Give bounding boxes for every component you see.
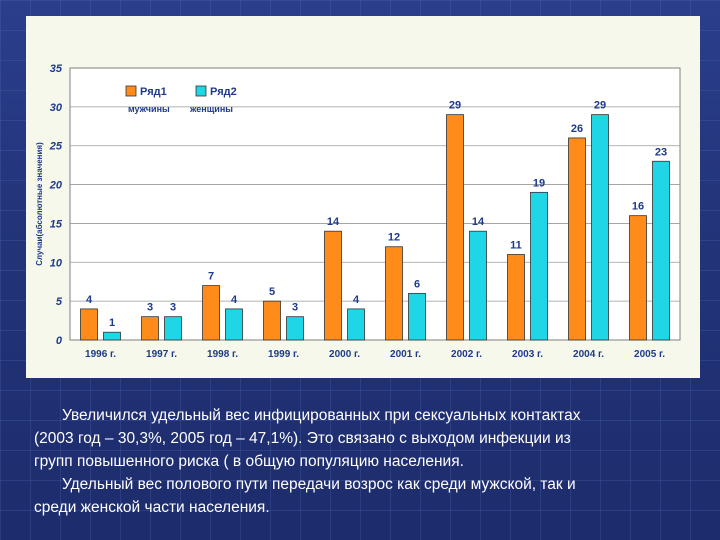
bar-series-2: [103, 331, 121, 341]
bar-series-1: [446, 114, 464, 341]
data-label: 12: [388, 232, 400, 244]
legend-swatch: [195, 85, 207, 97]
bar-series-1: [141, 316, 159, 341]
bar-series-2: [164, 316, 182, 341]
x-tick-label: 2003 г.: [512, 349, 543, 360]
bar-series-2: [652, 160, 670, 341]
y-tick-label: 5: [56, 296, 63, 308]
legend-swatch: [125, 85, 137, 97]
data-label: 26: [571, 123, 583, 135]
bar-series-1: [507, 254, 525, 341]
legend-sublabel: мужчины: [128, 104, 170, 114]
chart-panel: 0 5 10 15 20 25 30 35 Случаи(абсолютные значения…: [26, 16, 700, 378]
caption-line-5: среди женской части населения.: [34, 499, 270, 516]
data-label: 6: [414, 278, 420, 290]
data-label: 1: [109, 317, 115, 329]
bar-series-1: [385, 246, 403, 341]
data-label: 29: [594, 100, 606, 112]
data-label: 3: [170, 302, 176, 314]
data-label: 4: [353, 294, 360, 306]
y-tick-label: 30: [50, 102, 63, 114]
y-tick-label: 25: [49, 141, 63, 153]
data-label: 29: [449, 100, 461, 112]
y-tick-label: 0: [56, 335, 63, 347]
data-label: 7: [208, 271, 214, 283]
y-axis-label: Случаи(абсолютные значения): [35, 142, 44, 266]
bar-series-2: [591, 114, 609, 341]
legend-label: Ряд1: [140, 86, 167, 98]
bar-series-1: [568, 137, 586, 341]
data-label: 14: [327, 216, 340, 228]
bar-series-1: [202, 285, 220, 341]
caption-text: Увеличился удельный вес инфицированных п…: [34, 404, 698, 519]
data-label: 14: [472, 216, 485, 228]
legend-label: Ряд2: [210, 86, 237, 98]
caption-line-2: (2003 год – 30,3%, 2005 год – 47,1%). Эт…: [34, 430, 571, 447]
data-label: 5: [269, 286, 275, 298]
x-tick-label: 1996 г.: [85, 349, 116, 360]
data-label: 4: [86, 294, 93, 306]
bar-series-2: [408, 292, 426, 341]
x-tick-label: 1997 г.: [146, 349, 177, 360]
x-tick-label: 1999 г.: [268, 349, 299, 360]
data-label: 3: [292, 302, 298, 314]
data-label: 11: [510, 240, 522, 252]
x-tick-label: 2004 г.: [573, 349, 604, 360]
bar-series-1: [324, 230, 342, 341]
x-tick-label: 2000 г.: [329, 349, 360, 360]
caption-line-4: Удельный вес полового пути передачи возр…: [62, 476, 576, 493]
bar-series-1: [80, 308, 98, 341]
legend-sublabel: женщины: [189, 104, 233, 114]
bar-series-1: [629, 215, 647, 341]
caption-line-3: групп повышенного риска ( в общую популя…: [34, 453, 464, 470]
bar-series-2: [469, 230, 487, 341]
y-tick-label: 20: [49, 180, 63, 192]
caption-line-1: Увеличился удельный вес инфицированных п…: [62, 407, 581, 424]
data-label: 4: [231, 294, 238, 306]
data-label: 19: [533, 177, 545, 189]
bar-series-1: [263, 300, 281, 341]
data-label: 23: [655, 146, 667, 158]
x-tick-label: 2002 г.: [451, 349, 482, 360]
bar-series-2: [347, 308, 365, 341]
y-tick-label: 15: [50, 218, 63, 230]
bar-series-2: [286, 316, 304, 341]
x-tick-label: 2001 г.: [390, 349, 421, 360]
y-tick-label: 10: [50, 257, 63, 269]
x-tick-label: 1998 г.: [207, 349, 238, 360]
y-tick-label: 35: [50, 63, 63, 75]
data-label: 3: [147, 302, 153, 314]
bar-series-2: [530, 191, 548, 341]
bar-series-2: [225, 308, 243, 341]
x-tick-label: 2005 г.: [634, 349, 665, 360]
data-label: 16: [632, 201, 644, 213]
